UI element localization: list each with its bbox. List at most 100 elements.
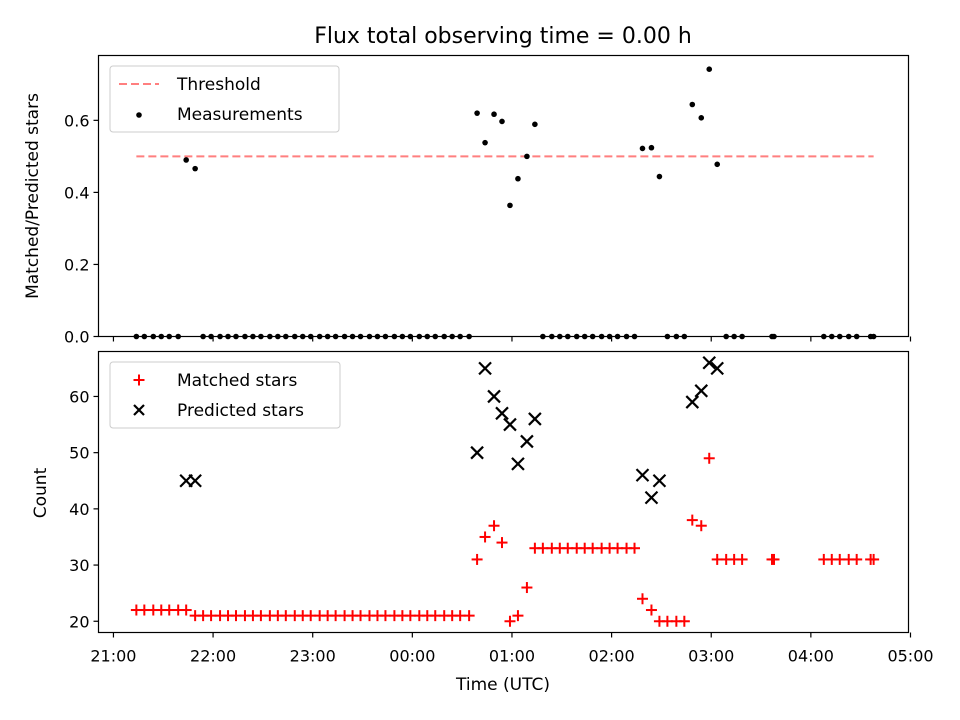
matched-point-41	[471, 553, 483, 565]
predicted-point-12-b	[652, 473, 667, 488]
legend-predicted-swatch	[133, 404, 145, 416]
predicted-point-2-b	[470, 445, 484, 460]
top-x-ticks	[112, 336, 912, 342]
predicted-point-8-b	[520, 434, 534, 449]
bottom-y-tick-label-4: 60	[69, 387, 89, 406]
predicted-point-14-b	[694, 384, 709, 398]
predicted-point-16	[710, 361, 724, 376]
measurement-point-47	[524, 153, 530, 160]
matched-point-46	[512, 610, 524, 622]
matched-point-40	[463, 610, 475, 622]
predicted-point-7	[511, 457, 525, 471]
x-tick-label-4: 01:00	[489, 647, 535, 666]
matched-point-43	[488, 520, 500, 532]
matched-point-67	[686, 514, 698, 526]
legend-measurements-swatch	[136, 112, 142, 118]
x-axis-label: Time (UTC)	[455, 675, 550, 695]
bottom-y-tick-label-0: 20	[69, 612, 89, 631]
matched-point-75	[768, 553, 780, 565]
legend-predicted-swatch-b	[133, 404, 145, 416]
x-tick-label-7: 04:00	[788, 647, 834, 666]
predicted-point-9	[528, 412, 542, 426]
predicted-point-7-b	[511, 457, 525, 471]
predicted-point-6	[503, 417, 517, 432]
predicted-point-5-b	[495, 406, 509, 421]
x-tick-label-1: 22:00	[190, 647, 236, 666]
measurement-point-68	[698, 115, 705, 121]
measurement-point-62	[648, 144, 655, 151]
predicted-point-1	[188, 473, 202, 488]
measurement-point-45	[507, 202, 513, 209]
predicted-point-10	[635, 468, 650, 482]
legend-matched-label: Matched stars	[177, 371, 297, 391]
top-y-tick-label-0: 0.0	[64, 328, 89, 347]
predicted-point-4-b	[487, 389, 501, 404]
measurement-point-63	[656, 173, 663, 180]
measurement-point-61	[639, 145, 646, 152]
top-y-tick-label-3: 0.6	[64, 111, 89, 130]
matched-point-73	[736, 553, 748, 565]
top-legend-box	[109, 65, 340, 133]
top-y-axis-label: Matched/Predicted stars	[23, 93, 43, 299]
predicted-point-9-b	[528, 412, 542, 426]
predicted-point-15	[702, 355, 717, 370]
x-tick-label-8: 05:00	[887, 647, 933, 666]
top-legend: Threshold Measurements	[109, 65, 340, 133]
predicted-point-8	[520, 434, 534, 449]
top-y-ticks: 0.0 0.2 0.4 0.6	[64, 111, 99, 347]
predicted-point-1-b	[188, 473, 202, 488]
x-tick-label-2: 23:00	[290, 647, 336, 666]
measurement-point-43	[491, 111, 497, 118]
matched-point-66	[678, 615, 690, 627]
measurement-point-48	[532, 121, 538, 128]
predicted-point-15-b	[702, 355, 717, 370]
legend-predicted-label: Predicted stars	[177, 401, 304, 421]
legend-threshold-label: Threshold	[176, 75, 261, 95]
predicted-point-13	[685, 395, 700, 409]
matched-point-45	[504, 615, 516, 627]
predicted-point-2	[470, 445, 484, 460]
predicted-point-3	[478, 361, 492, 376]
measurement-point-67	[689, 101, 696, 108]
predicted-point-11	[644, 490, 659, 505]
measurement-point-44	[499, 118, 505, 125]
bottom-panel: 20 30 40 50 60 21:00 22:00 23:00 00:00 01:00 02:0…	[31, 350, 934, 695]
predicted-point-10-b	[635, 468, 650, 482]
x-tick-label-0: 21:00	[90, 647, 136, 666]
x-tick-label-5: 02:00	[589, 647, 635, 666]
legend-measurements-label: Measurements	[177, 105, 303, 125]
bottom-y-tick-label-2: 40	[69, 500, 89, 519]
measurement-point-69	[706, 66, 713, 72]
matched-point-80	[851, 553, 863, 565]
predicted-point-11-b	[644, 490, 659, 505]
x-tick-label-3: 00:00	[389, 647, 435, 666]
top-axes-frame	[97, 54, 910, 338]
bottom-y-tick-label-1: 30	[69, 556, 89, 575]
top-y-tick-label-1: 0.2	[64, 255, 89, 274]
bottom-legend-box	[109, 361, 341, 429]
predicted-point-3-b	[478, 361, 492, 376]
predicted-point-14	[694, 384, 709, 398]
matched-point-68	[695, 520, 707, 532]
measurement-point-7	[192, 165, 198, 172]
measurement-point-41	[474, 110, 480, 116]
matched-point-82	[868, 553, 880, 565]
matched-point-69	[703, 452, 715, 464]
bottom-legend: Matched stars Predicted stars	[109, 361, 341, 429]
matched-point-47	[521, 582, 533, 594]
predicted-point-6-b	[503, 417, 517, 432]
chart-title: Flux total observing time = 0.00 h	[314, 24, 692, 49]
predicted-point-13-b	[685, 395, 700, 409]
bottom-marks	[130, 355, 880, 627]
measurement-point-6	[183, 157, 189, 163]
measurement-point-42	[482, 139, 488, 146]
matched-point-6	[180, 604, 192, 616]
measurement-point-70	[714, 161, 721, 168]
predicted-point-16-b	[710, 361, 724, 376]
bottom-x-ticks: 21:00 22:00 23:00 00:00 01:00 02:00 03:00 04:00…	[90, 632, 934, 666]
bottom-y-tick-label-3: 50	[69, 444, 89, 463]
matched-point-60	[629, 542, 641, 554]
matched-point-42	[479, 531, 491, 543]
matched-point-61	[636, 593, 648, 605]
